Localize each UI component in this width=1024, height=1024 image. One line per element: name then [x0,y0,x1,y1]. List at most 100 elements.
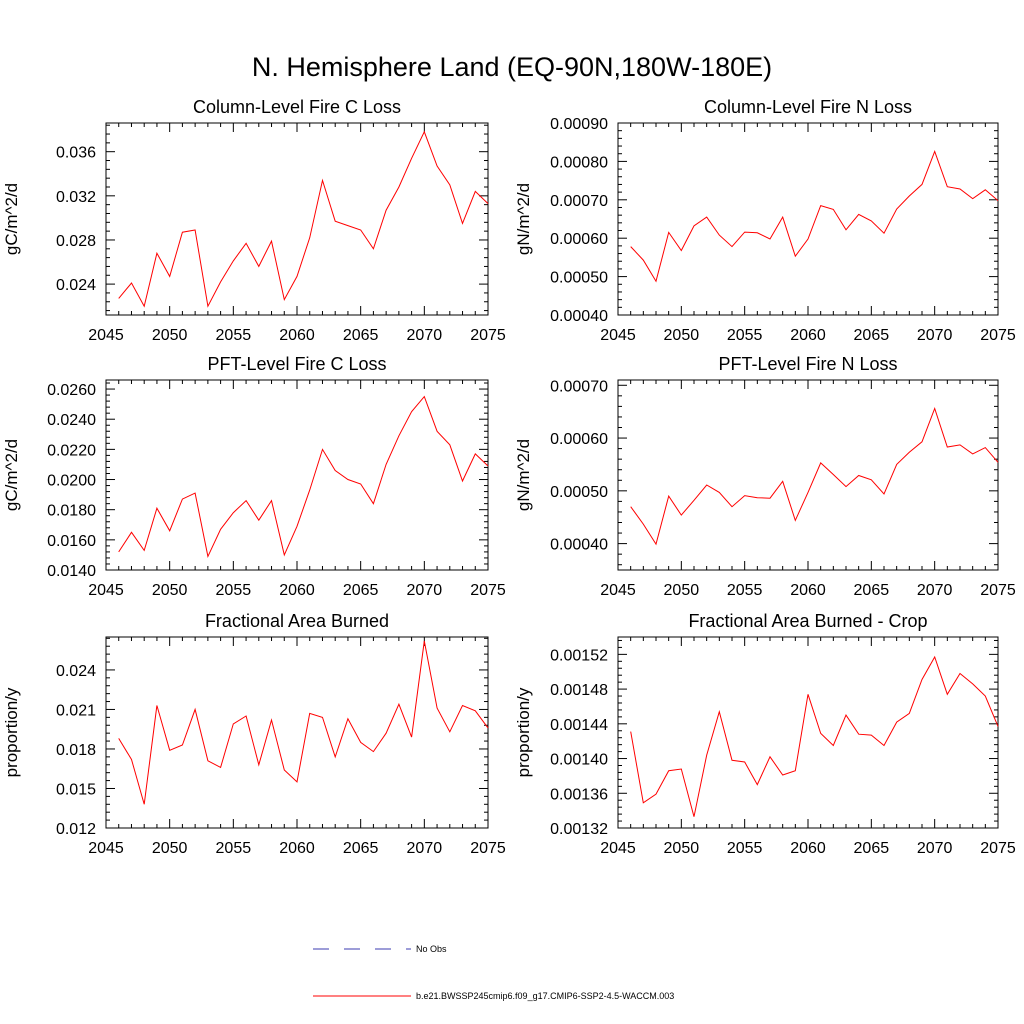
y-tick-label: 0.00050 [550,270,608,287]
x-tick-label: 2070 [917,582,953,599]
figure-title: N. Hemisphere Land (EQ-90N,180W-180E) [252,52,772,82]
panel-title: Fractional Area Burned - Crop [688,611,927,631]
x-tick-label: 2055 [216,582,252,599]
x-tick-label: 2060 [790,327,826,344]
y-tick-label: 0.018 [56,742,96,759]
panel-title: PFT-Level Fire N Loss [718,354,897,374]
x-tick-label: 2065 [854,582,890,599]
x-tick-label: 2045 [88,327,124,344]
y-tick-label: 0.00136 [550,786,608,803]
y-tick-label: 0.012 [56,821,96,838]
x-tick-label: 2045 [600,582,636,599]
panels: Column-Level Fire C Loss gC/m^2/d 2045 2050… [2,97,1016,857]
y-axis-label: gN/m^2/d [514,183,533,255]
x-tick-label: 2075 [980,840,1016,857]
y-tick-label: 0.00040 [550,537,608,554]
x-tick-label: 2060 [790,582,826,599]
y-tick-label: 0.036 [56,145,96,162]
x-tick-label: 2045 [88,582,124,599]
y-tick-label: 0.0140 [47,563,96,580]
x-tick-label: 2070 [407,582,443,599]
y-tick-label: 0.0260 [47,382,96,399]
plot-frame [105,122,489,316]
x-tick-label: 2050 [152,840,188,857]
x-tick-label: 2075 [980,582,1016,599]
x-tick-label: 2075 [470,327,506,344]
y-tick-label: 0.00070 [550,378,608,395]
series-line-1 [118,395,489,558]
x-tick-label: 2065 [343,327,379,344]
y-axis-label: gN/m^2/d [514,439,533,511]
y-tick-label: 0.0160 [47,533,96,550]
panel-2: Column-Level Fire N Loss gN/m^2/d 2045 2050… [514,97,1016,344]
x-tick-label: 2050 [152,327,188,344]
plot-frame [617,379,999,571]
x-tick-label: 2070 [407,840,443,857]
x-tick-label: 2055 [216,327,252,344]
panel-title: Fractional Area Burned [205,611,389,631]
y-axis-label: gC/m^2/d [2,183,21,255]
plot-frame [105,379,489,571]
x-tick-label: 2045 [88,840,124,857]
x-tick-label: 2045 [600,327,636,344]
x-tick-label: 2070 [917,327,953,344]
panel-1: Column-Level Fire C Loss gC/m^2/d 2045 2050… [2,97,506,344]
panel-3: PFT-Level Fire C Loss gC/m^2/d 2045 2050 205… [2,354,506,599]
x-tick-label: 2050 [152,582,188,599]
plot-frame [617,636,999,829]
y-tick-label: 0.00060 [550,231,608,248]
x-tick-label: 2055 [727,327,763,344]
x-tick-label: 2045 [600,840,636,857]
y-tick-label: 0.00050 [550,484,608,501]
x-tick-label: 2075 [470,840,506,857]
plot-frame [617,122,999,316]
x-tick-label: 2050 [664,327,700,344]
x-tick-label: 2060 [279,840,315,857]
x-tick-label: 2070 [407,327,443,344]
y-tick-label: 0.021 [56,702,96,719]
series-line-1 [118,640,489,805]
x-tick-label: 2060 [790,840,826,857]
series-line-1 [630,149,999,283]
y-tick-label: 0.0200 [47,473,96,490]
x-tick-label: 2055 [727,840,763,857]
y-axis-label: gC/m^2/d [2,439,21,511]
legend-model-label: b.e21.BWSSP245cmip6.f09_g17.CMIP6-SSP2-4… [416,991,674,1001]
panel-5: Fractional Area Burned proportion/y 2045 20… [2,611,506,857]
series-line-1 [630,655,999,817]
y-tick-label: 0.00080 [550,154,608,171]
y-tick-label: 0.00132 [550,821,608,838]
x-tick-label: 2065 [854,327,890,344]
legend-obs-label: No Obs [416,944,447,954]
x-tick-label: 2065 [343,582,379,599]
x-tick-label: 2060 [279,582,315,599]
y-tick-label: 0.0220 [47,442,96,459]
series-line-1 [118,130,489,308]
y-tick-label: 0.00040 [550,308,608,325]
x-tick-label: 2070 [917,840,953,857]
x-tick-label: 2050 [664,582,700,599]
y-tick-label: 0.0180 [47,503,96,520]
x-tick-label: 2050 [664,840,700,857]
y-tick-label: 0.0240 [47,412,96,429]
y-tick-label: 0.032 [56,189,96,206]
y-tick-label: 0.00140 [550,752,608,769]
panel-title: PFT-Level Fire C Loss [207,354,386,374]
y-tick-label: 0.024 [56,663,96,680]
y-axis-label: proportion/y [514,687,533,777]
y-tick-label: 0.015 [56,781,96,798]
x-tick-label: 2055 [216,840,252,857]
x-tick-label: 2065 [854,840,890,857]
x-tick-label: 2075 [470,582,506,599]
y-tick-label: 0.00090 [550,116,608,133]
panel-title: Column-Level Fire C Loss [193,97,401,117]
panel-4: PFT-Level Fire N Loss gN/m^2/d 2045 2050 205… [514,354,1016,599]
plot-frame [105,636,489,829]
y-axis-label: proportion/y [2,687,21,777]
x-tick-label: 2075 [980,327,1016,344]
x-tick-label: 2060 [279,327,315,344]
y-tick-label: 0.024 [56,277,96,294]
y-tick-label: 0.00144 [550,717,608,734]
panel-6: Fractional Area Burned - Crop proportion/… [514,611,1016,857]
legend: No Obs b.e21.BWSSP245cmip6.f09_g17.CMIP6… [313,944,674,1001]
